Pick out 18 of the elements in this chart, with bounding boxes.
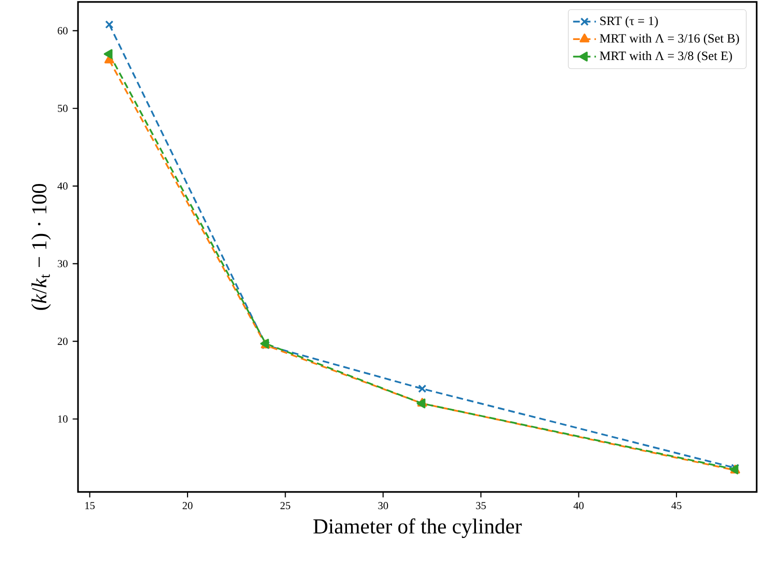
x-tick-label: 25 — [280, 502, 290, 510]
x-tick-label: 35 — [476, 502, 486, 510]
y-tick-label: 20 — [58, 338, 68, 345]
y-tick-label: 30 — [58, 260, 68, 268]
y-tick-label: 60 — [58, 27, 68, 34]
y-tick-label: 10 — [58, 415, 68, 423]
y-tick-label: 50 — [58, 104, 68, 112]
x-tick-label: 15 — [85, 502, 95, 510]
legend-label: MRT with Λ = 3/8 (Set E) — [600, 51, 732, 63]
x-tick-label: 30 — [378, 502, 388, 510]
legend-label: SRT (τ = 1) — [600, 16, 658, 28]
y-tick-label: 40 — [58, 182, 68, 190]
x-axis-title: Diameter of the cylinder — [313, 518, 522, 538]
x-tick-label: 40 — [574, 502, 584, 510]
legend-label: MRT with Λ = 3/16 (Set B) — [600, 34, 739, 46]
y-axis-title: (k/k$_{t}$ − 1) · 100 — [31, 184, 51, 310]
x-tick-label: 45 — [671, 502, 682, 510]
x-tick-label: 20 — [182, 502, 192, 510]
